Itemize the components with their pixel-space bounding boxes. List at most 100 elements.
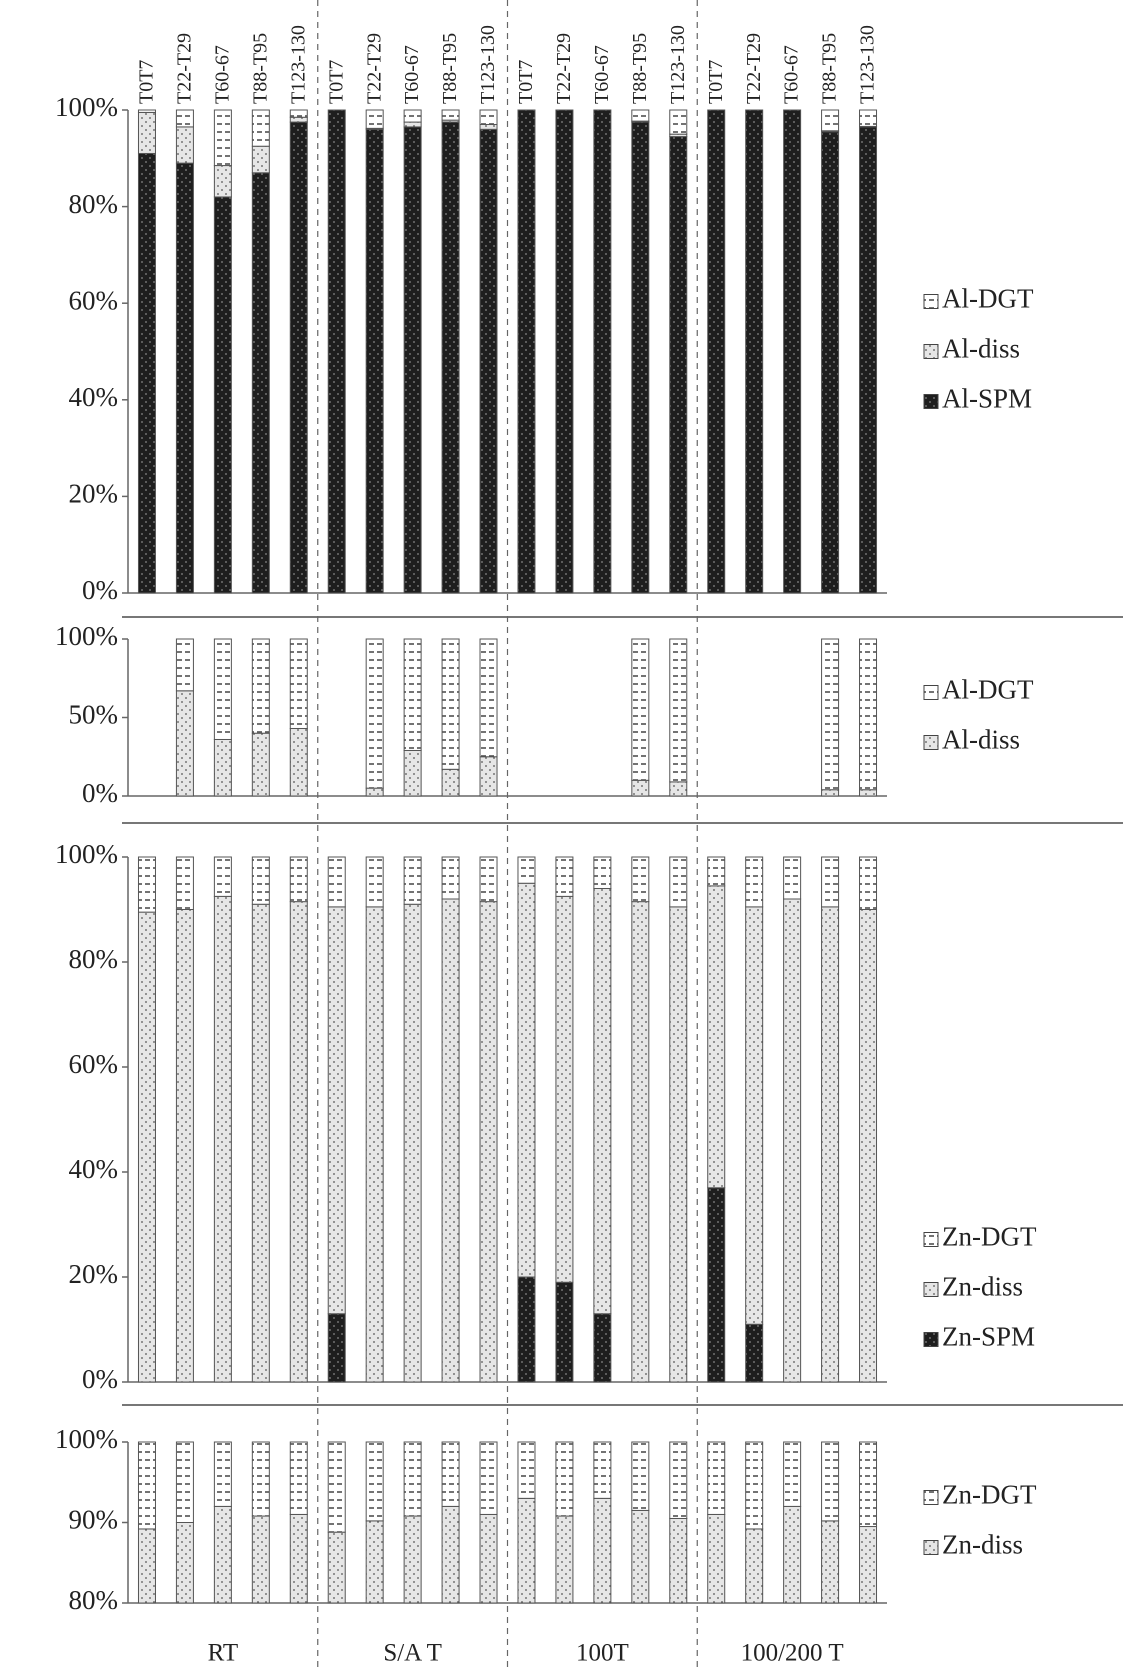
- group-label: 100/200 T: [741, 1640, 844, 1667]
- bar-segment: [479, 1513, 498, 1604]
- bar-segment: [859, 1441, 878, 1528]
- bar-segment: [213, 1505, 232, 1604]
- bar-segment: [213, 638, 232, 740]
- bar-segment: [403, 749, 422, 797]
- bar-segment: [555, 1281, 574, 1383]
- x-tick-label: T0T7: [515, 60, 537, 104]
- x-tick-label: T22-T29: [363, 33, 385, 104]
- bar-segment: [631, 856, 650, 903]
- bar-segment: [517, 1497, 536, 1604]
- bar-segment: [289, 121, 308, 594]
- bar-segment: [479, 901, 498, 1383]
- bar-segment: [403, 121, 422, 128]
- group-label: 100T: [576, 1640, 629, 1667]
- bar-segment: [441, 638, 460, 770]
- bar-segment: [327, 1531, 346, 1604]
- bar-segment: [593, 1441, 612, 1499]
- bar-segment: [669, 109, 688, 135]
- bar-segment: [707, 1513, 726, 1604]
- bar-segment: [631, 109, 650, 122]
- bar-segment: [783, 1441, 802, 1507]
- bar-segment: [669, 781, 688, 797]
- legend-swatch: [923, 1282, 939, 1297]
- bar-segment: [669, 906, 688, 1383]
- bar-segment: [859, 856, 878, 910]
- bar-segment: [517, 109, 536, 594]
- bar-segment: [479, 128, 498, 594]
- x-tick-label: T88-T95: [629, 33, 651, 104]
- bar-segment: [631, 901, 650, 1383]
- bar-segment: [555, 895, 574, 1283]
- bar-segment: [213, 165, 232, 198]
- bar-segment: [289, 727, 308, 797]
- bar-segment: [365, 787, 384, 797]
- group-label: S/A T: [383, 1640, 442, 1667]
- bar-segment: [821, 1441, 840, 1522]
- legend-swatch: [923, 735, 939, 750]
- bar-segment: [289, 109, 308, 118]
- bar-segment: [631, 1509, 650, 1604]
- y-tick-label: 100%: [55, 839, 118, 869]
- bar-segment: [859, 109, 878, 127]
- legend-swatch: [923, 394, 939, 409]
- bar-segment: [441, 898, 460, 1383]
- bar-segment: [251, 732, 270, 797]
- bar-segment: [859, 638, 878, 791]
- bar-segment: [175, 638, 194, 692]
- legend-label: Al-SPM: [942, 384, 1032, 414]
- x-tick-label: T0T7: [136, 60, 158, 104]
- bar-segment: [745, 109, 764, 594]
- bar-segment: [745, 1528, 764, 1604]
- x-tick-label: T88-T95: [249, 33, 271, 104]
- bar-segment: [441, 856, 460, 900]
- bar-segment: [821, 638, 840, 791]
- legend-label: Zn-diss: [942, 1272, 1023, 1302]
- y-tick-label: 80%: [69, 1585, 119, 1615]
- bar-segment: [137, 1528, 156, 1604]
- bar-segment: [403, 638, 422, 751]
- bar-segment: [821, 1520, 840, 1604]
- bar-segment: [137, 911, 156, 1383]
- y-tick-label: 20%: [69, 479, 119, 509]
- bar-segment: [251, 109, 270, 147]
- bar-segment: [631, 121, 650, 594]
- y-tick-label: 60%: [69, 1049, 119, 1079]
- bar-segment: [251, 856, 270, 905]
- bar-segment: [327, 856, 346, 908]
- y-tick-label: 0%: [82, 575, 118, 605]
- bar-segment: [555, 109, 574, 594]
- x-tick-label: T60-67: [781, 45, 803, 104]
- bar-segment: [669, 856, 688, 908]
- bar-segment: [175, 856, 194, 910]
- legend-label: Zn-SPM: [942, 1322, 1035, 1352]
- bar-segment: [403, 903, 422, 1383]
- y-tick-label: 0%: [82, 1364, 118, 1394]
- bar-segment: [669, 638, 688, 783]
- bar-segment: [213, 738, 232, 797]
- y-tick-label: 40%: [69, 1154, 119, 1184]
- bar-segment: [365, 856, 384, 908]
- x-tick-label: T60-67: [401, 45, 423, 104]
- bar-segment: [289, 638, 308, 729]
- legend-swatch: [923, 294, 939, 309]
- y-tick-label: 40%: [69, 382, 119, 412]
- legend-label: Zn-DGT: [942, 1222, 1037, 1252]
- legend-swatch: [923, 685, 939, 700]
- x-tick-label: T22-T29: [174, 33, 196, 104]
- bar-segment: [213, 1441, 232, 1507]
- bar-segment: [137, 109, 156, 113]
- bar-segment: [251, 903, 270, 1383]
- bar-segment: [859, 789, 878, 797]
- x-tick-label: T123-130: [857, 25, 879, 104]
- bar-segment: [137, 152, 156, 594]
- bar-segment: [517, 882, 536, 1278]
- bar-segment: [213, 196, 232, 594]
- bar-segment: [137, 1441, 156, 1530]
- bar-segment: [365, 128, 384, 594]
- bar-segment: [821, 109, 840, 132]
- legend-swatch: [923, 1490, 939, 1505]
- bar-segment: [821, 856, 840, 908]
- bar-segment: [859, 1526, 878, 1604]
- bar-segment: [213, 856, 232, 897]
